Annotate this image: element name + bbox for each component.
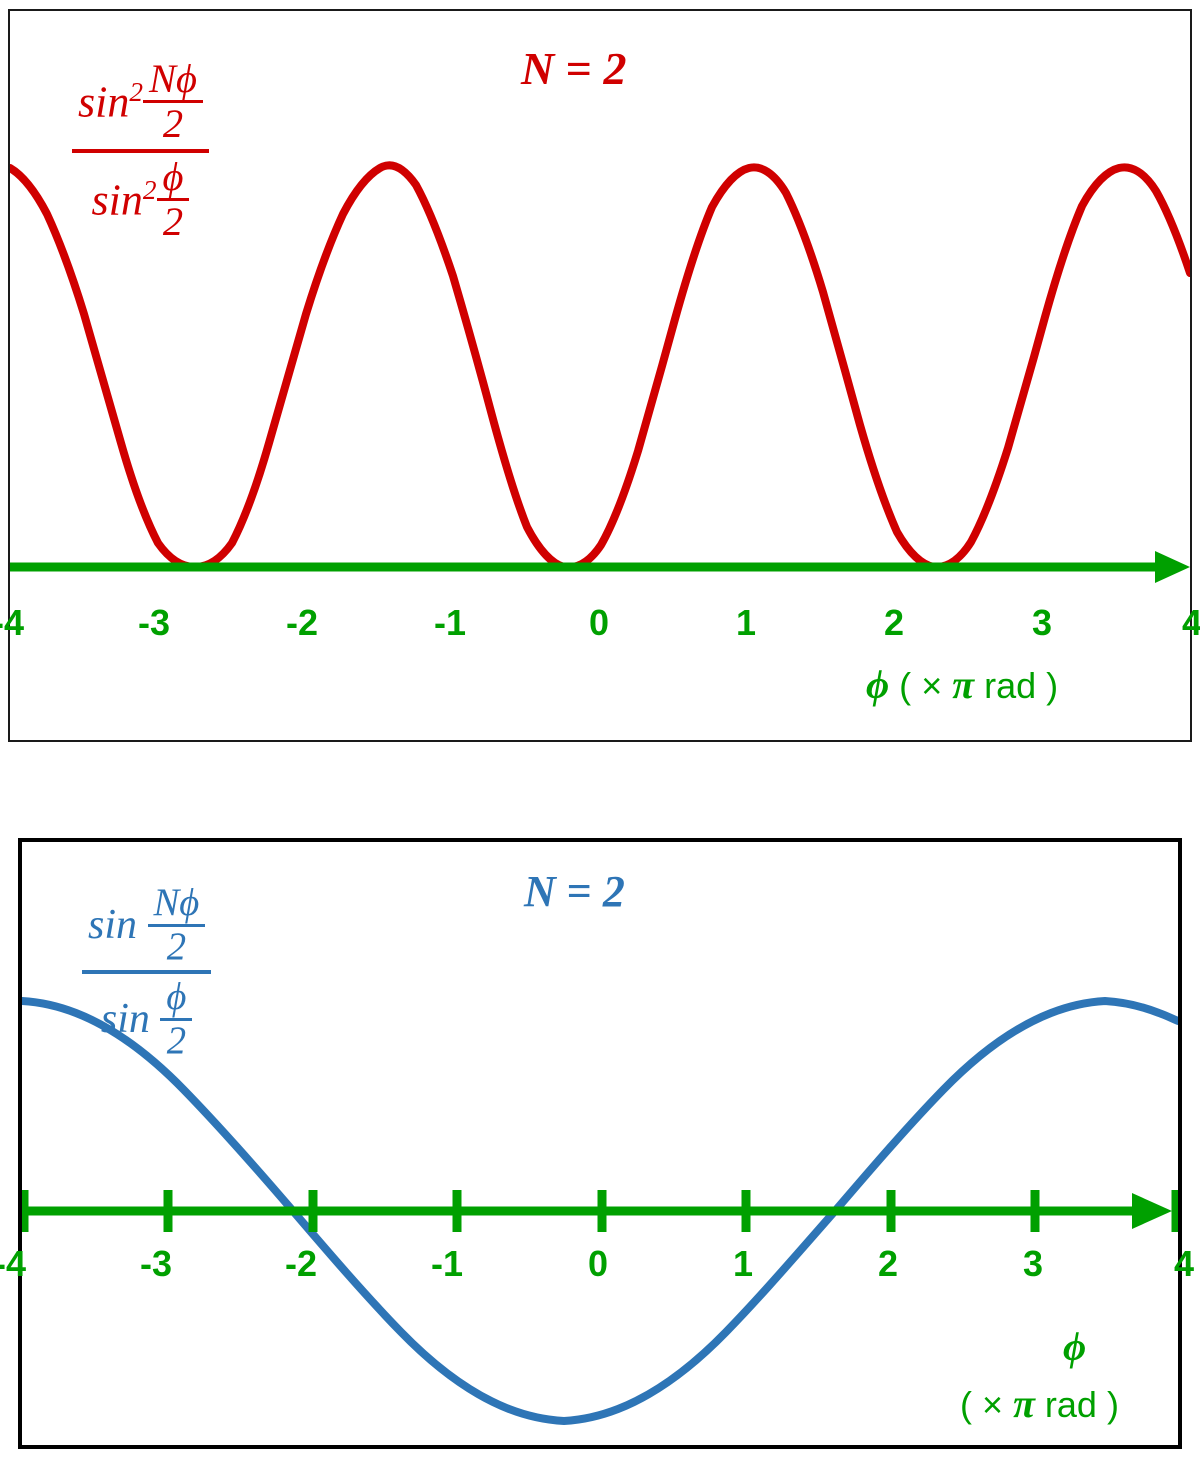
intensity-panel-title: N = 2 (521, 42, 626, 95)
sin-text-num: sin (78, 77, 130, 127)
inner-num-bottom-b: 2 (166, 925, 187, 968)
amplitude-formula-numerator: sin Nϕ 2 (82, 884, 212, 975)
inner-den-top: ϕ (156, 156, 190, 202)
inner-den-bottom: 2 (162, 199, 184, 245)
x-axis-caption-bottom-unit: ( × π rad ) (960, 1380, 1119, 1427)
tick-label-bottom-2: 2 (877, 1243, 899, 1284)
inner-fraction-numerator: Nϕ 2 (143, 58, 203, 147)
amplitude-curve (22, 997, 1178, 1425)
intensity-formula-fraction: sin2 Nϕ 2 sin2 ϕ 2 (72, 58, 209, 243)
rad-unit-bottom: rad (1044, 1384, 1097, 1425)
n-symbol-top: N (521, 43, 555, 94)
inner-den-top-b: ϕ (160, 978, 193, 1021)
sin-exponent-den: 2 (142, 175, 157, 206)
tick-label-bottom-1: 1 (732, 1243, 754, 1284)
tick-label-top--3: -3 (137, 602, 170, 643)
n-symbol-bottom: N (524, 867, 556, 916)
times-icon-top: × (921, 665, 943, 706)
intensity-factor-plot (10, 161, 1190, 583)
sin-exponent-num: 2 (129, 77, 143, 108)
tick-label-top--4: -4 (0, 602, 24, 643)
paren-open-top: ( (899, 665, 912, 706)
x-axis-arrowhead (1155, 551, 1190, 583)
tick-label-top-0: 0 (588, 602, 610, 643)
paren-open-bottom: ( (960, 1384, 972, 1425)
phi-symbol-top: ϕ (866, 662, 890, 707)
inner-num-bottom: 2 (162, 101, 184, 147)
x-axis-arrowhead-bottom (1132, 1193, 1172, 1229)
intensity-formula-denominator: sin2 ϕ 2 (72, 153, 209, 243)
times-icon-bottom: × (982, 1384, 1004, 1425)
tick-label-top-3: 3 (1031, 602, 1053, 643)
paren-close-top: ) (1046, 665, 1059, 706)
tick-label-top-2: 2 (883, 602, 905, 643)
tick-label-top-1: 1 (735, 602, 757, 643)
x-axis-caption-bottom-symbol: ϕ (1063, 1323, 1086, 1370)
inner-num-top: Nϕ (143, 58, 203, 104)
tick-label-bottom--4: -4 (0, 1243, 26, 1284)
amplitude-factor-plot (22, 997, 1178, 1425)
tick-label-top--1: -1 (433, 602, 466, 643)
tick-label-bottom-0: 0 (587, 1243, 609, 1284)
sin-squared-denominator: sin2 (91, 175, 157, 225)
sin-denominator: sin (101, 998, 150, 1040)
sin-text-den-b: sin (100, 996, 150, 1043)
tick-label-bottom--3: -3 (139, 1243, 172, 1284)
intensity-formula-numerator: sin2 Nϕ 2 (72, 58, 209, 153)
tick-label-bottom--1: -1 (430, 1243, 463, 1284)
tick-label-top-4: 4 (1181, 602, 1200, 643)
rad-unit-top: rad (984, 665, 1037, 706)
x-axis-caption-top: ϕ ( × π rad ) (866, 661, 1058, 708)
equals-sign-top: = (565, 43, 592, 94)
n-value-top: 2 (603, 43, 627, 94)
sin-numerator: sin (88, 904, 137, 946)
tick-label-top--2: -2 (285, 602, 318, 643)
equals-sign-bottom: = (566, 867, 592, 916)
sin-text-den: sin (91, 175, 143, 225)
tick-label-bottom-4: 4 (1173, 1243, 1195, 1284)
inner-fraction-numerator-b: Nϕ 2 (147, 884, 206, 968)
inner-num-top-b: Nϕ (147, 884, 206, 927)
inner-den-bottom-b: 2 (166, 1019, 187, 1062)
intensity-formula: sin2 Nϕ 2 sin2 ϕ 2 (72, 58, 209, 243)
tick-label-bottom--2: -2 (284, 1243, 317, 1284)
pi-symbol-top: π (952, 662, 975, 707)
amplitude-panel-title: N = 2 (524, 866, 625, 917)
n-value-bottom: 2 (602, 867, 625, 916)
sin-squared-numerator: sin2 (78, 79, 143, 125)
paren-close-bottom: ) (1106, 1384, 1119, 1425)
pi-symbol-bottom: π (1013, 1381, 1035, 1426)
intensity-factor-panel: sin2 Nϕ 2 sin2 ϕ 2 (8, 9, 1192, 742)
tick-label-bottom-3: 3 (1022, 1243, 1044, 1284)
phi-symbol-bottom: ϕ (1063, 1324, 1087, 1369)
sin-text-num-b: sin (88, 902, 138, 949)
